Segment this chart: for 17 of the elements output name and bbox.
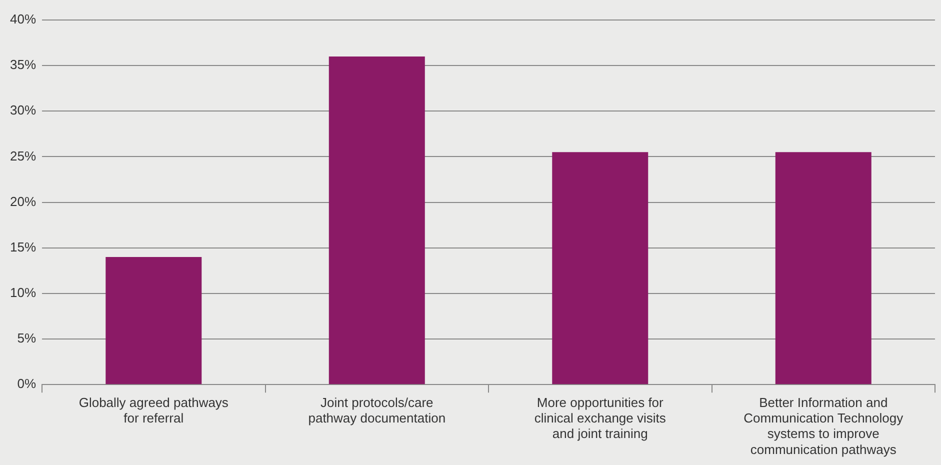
y-tick-label: 20% xyxy=(10,194,36,209)
y-tick-label: 5% xyxy=(17,330,36,346)
x-tick-label: Better Information and Communication Technology systems to improve communication pathways xyxy=(744,394,904,457)
y-tick-label: 25% xyxy=(10,148,36,164)
bar xyxy=(775,152,872,384)
y-tick-label: 15% xyxy=(10,239,36,254)
x-tick-label: Joint protocols/care pathway documentation xyxy=(308,394,446,426)
x-tick-label: Globally agreed pathways for referral xyxy=(78,394,229,426)
x-tick-label: More opportunities for clinical exchange visits and joint training xyxy=(534,394,666,442)
y-tick-label: 30% xyxy=(10,102,36,118)
bar xyxy=(106,256,202,384)
y-tick-label: 0% xyxy=(17,376,36,392)
y-tick-label: 10% xyxy=(10,285,36,300)
y-tick-label: 40% xyxy=(10,12,36,27)
bar xyxy=(552,152,648,384)
y-tick-label: 35% xyxy=(10,57,36,72)
bar xyxy=(328,56,425,384)
